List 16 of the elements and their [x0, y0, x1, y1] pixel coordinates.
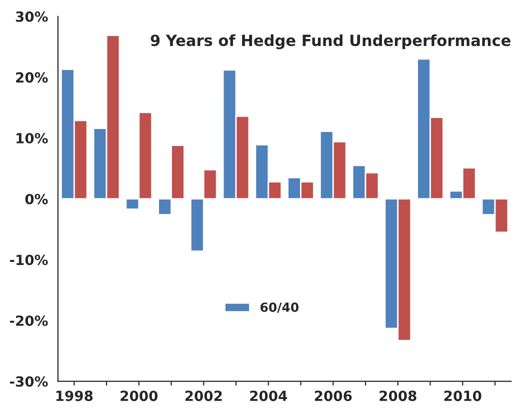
x-tick-label: 2004: [250, 390, 288, 402]
x-tick-label: 2008: [380, 390, 416, 402]
text: 9 Years of Hedge Fund Underperformance: [150, 34, 510, 50]
x-tick-label: 2002: [185, 390, 222, 402]
x-tick-label: 2010: [444, 390, 482, 402]
x-tick-label: 1998: [56, 390, 93, 402]
y-tick-label: 0%: [25, 194, 48, 204]
x-tick-label: 2000: [120, 390, 158, 402]
y-tick-label: 10%: [16, 133, 48, 144]
y-tick-label: -10%: [10, 254, 48, 266]
x-tick-label: 2006: [314, 390, 352, 402]
y-tick-label: -30%: [10, 376, 48, 387]
y-tick-label: 30%: [16, 11, 48, 22]
y-tick-label: 20%: [16, 72, 48, 83]
y-tick-label: -20%: [10, 315, 48, 326]
legend-label: 60/40: [260, 302, 298, 313]
